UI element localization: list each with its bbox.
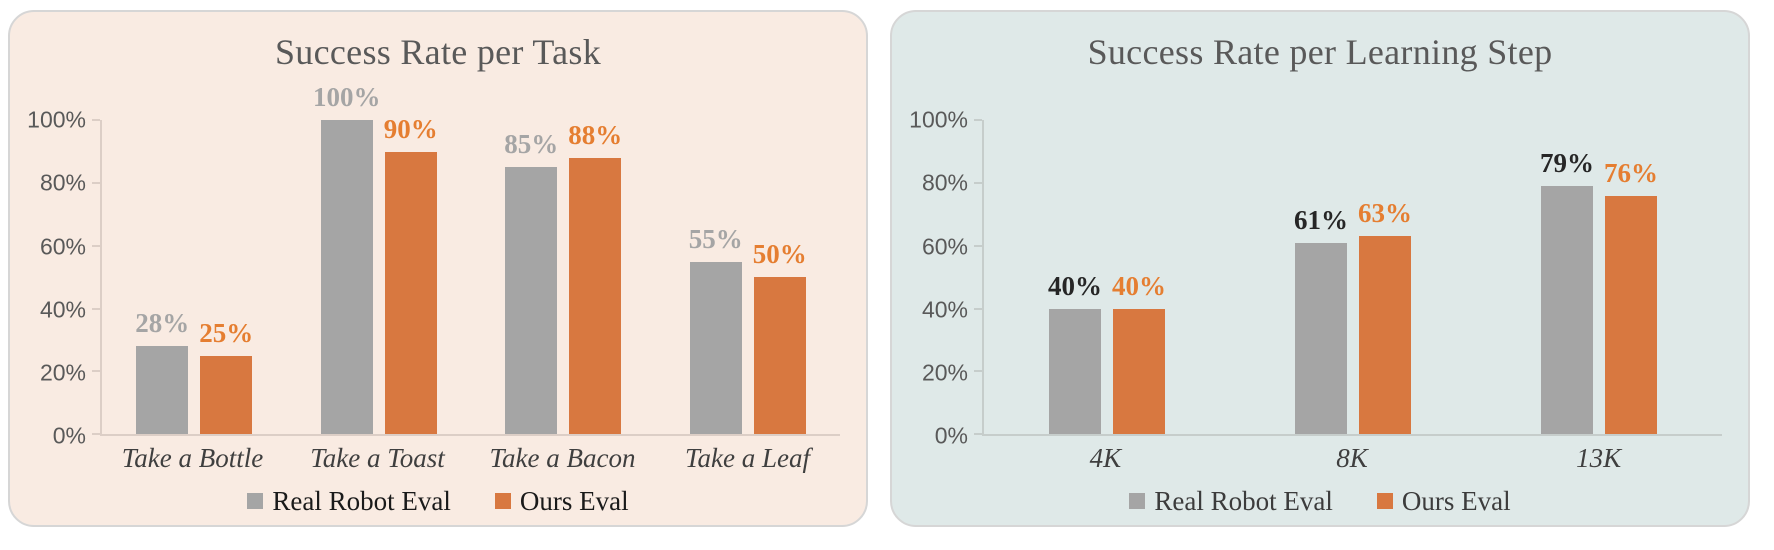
y-axis-tick-mark bbox=[92, 370, 100, 373]
x-axis-category-label: 13K bbox=[1576, 443, 1622, 474]
y-axis-tick-mark bbox=[974, 182, 982, 184]
bar-real-robot-eval-13k: 79% bbox=[1540, 150, 1594, 435]
bar-ours-eval-take-a-leaf: 50% bbox=[753, 241, 807, 435]
legend-item-real-robot-eval: Real Robot Eval bbox=[1129, 485, 1333, 516]
bar-value-label: 55% bbox=[688, 223, 743, 254]
bar-value-label: 90% bbox=[383, 113, 438, 144]
bar-value-label: 79% bbox=[1540, 148, 1594, 179]
y-axis-tick-mark bbox=[974, 370, 982, 373]
legend-swatch-ours-eval bbox=[1376, 493, 1393, 510]
y-axis-tick-label: 60% bbox=[39, 233, 86, 260]
bar-value-label: 61% bbox=[1294, 204, 1348, 235]
legend-item-ours-eval: Ours Eval bbox=[494, 485, 629, 516]
bar-value-label: 76% bbox=[1604, 157, 1658, 188]
y-axis: 0% 20% 40% 60% 80% 100% bbox=[909, 108, 982, 447]
bar-value-label: 40% bbox=[1112, 270, 1166, 301]
y-axis-tick-label: 40% bbox=[39, 296, 86, 323]
legend-label: Ours Eval bbox=[519, 485, 629, 516]
bar-ours-eval-take-a-bottle: 25% bbox=[199, 319, 253, 435]
legend-label: Real Robot Eval bbox=[272, 485, 451, 516]
bar-value-label: 100% bbox=[313, 82, 381, 113]
plot-region: 0% 20% 40% 60% 80% 100% 28% 25% 100% 90% 85% 88% 55%… bbox=[27, 84, 841, 447]
y-axis-tick-label: 0% bbox=[52, 422, 86, 449]
legend-swatch-ours-eval bbox=[494, 493, 511, 510]
legend-item-real-robot-eval: Real Robot Eval bbox=[247, 485, 451, 516]
y-axis-tick-mark bbox=[974, 433, 982, 436]
bar-real-robot-eval-8k: 61% bbox=[1294, 206, 1348, 435]
y-axis-tick-label: 80% bbox=[39, 169, 86, 196]
bar-group-take-a-bacon: 85% 88% bbox=[471, 120, 656, 435]
chart-title: Success Rate per Learning Step bbox=[1087, 32, 1553, 72]
y-axis-tick-label: 60% bbox=[921, 233, 968, 260]
legend: Real Robot Eval Ours Eval bbox=[918, 485, 1722, 516]
x-axis-category-label: 8K bbox=[1336, 443, 1368, 474]
y-axis: 0% 20% 40% 60% 80% 100% bbox=[27, 108, 100, 447]
legend-swatch-real-robot-eval bbox=[247, 493, 264, 510]
y-axis-tick-label: 40% bbox=[921, 296, 968, 323]
y-axis-tick-label: 100% bbox=[27, 106, 86, 133]
chart-panel-success-rate-per-learning-step: Success Rate per Learning Step 0% 20% 40% 60… bbox=[890, 10, 1750, 527]
figure-two-bar-charts: Success Rate per Task 0% 20% 40% 60% 80% 100% 2… bbox=[8, 10, 1750, 527]
bar-value-label: 25% bbox=[199, 317, 254, 348]
bar-value-label: 50% bbox=[752, 239, 807, 270]
bar-real-robot-eval-4k: 40% bbox=[1048, 272, 1102, 435]
bar-ours-eval-13k: 76% bbox=[1604, 159, 1658, 435]
y-axis-tick-mark bbox=[92, 307, 100, 310]
legend: Real Robot Eval Ours Eval bbox=[36, 485, 840, 516]
bar-value-label: 63% bbox=[1358, 198, 1412, 229]
y-axis-tick-label: 100% bbox=[909, 106, 968, 133]
plot-region: 0% 20% 40% 60% 80% 100% 40% 40% 61% 63% 79% 76% bbox=[909, 108, 1722, 447]
chart-title: Success Rate per Task bbox=[274, 32, 602, 72]
bar-real-robot-eval-take-a-leaf: 55% bbox=[689, 225, 743, 435]
bar-group-take-a-bottle: 28% 25% bbox=[102, 120, 287, 435]
x-axis: 4K 8K 13K bbox=[982, 443, 1722, 474]
plot-area: 40% 40% 61% 63% 79% 76% bbox=[974, 119, 1722, 437]
x-axis-category-label: 4K bbox=[1089, 443, 1122, 474]
x-axis-category-label: Take a Toast bbox=[310, 443, 445, 474]
y-axis-tick-mark bbox=[974, 119, 982, 122]
bar-group-4k: 40% 40% bbox=[984, 120, 1230, 435]
bar-ours-eval-8k: 63% bbox=[1358, 200, 1412, 435]
x-axis-category-label: Take a Bacon bbox=[489, 443, 636, 474]
bar-group-take-a-leaf: 55% 50% bbox=[656, 120, 841, 435]
x-axis-category-label: Take a Leaf bbox=[684, 443, 810, 474]
y-axis-tick-label: 20% bbox=[39, 359, 86, 386]
y-axis-tick-mark bbox=[92, 182, 100, 184]
bar-ours-eval-take-a-toast: 90% bbox=[384, 115, 438, 435]
legend-label: Real Robot Eval bbox=[1154, 485, 1333, 516]
y-axis-tick-label: 0% bbox=[934, 422, 968, 449]
bar-value-label: 28% bbox=[135, 308, 190, 339]
bar-ours-eval-take-a-bacon: 88% bbox=[568, 121, 622, 435]
bar-group-take-a-toast: 100% 90% bbox=[287, 84, 472, 435]
bar-group-8k: 61% 63% bbox=[1230, 120, 1476, 435]
bar-value-label: 40% bbox=[1048, 270, 1102, 301]
bar-real-robot-eval-take-a-toast: 100% bbox=[313, 84, 381, 435]
bar-real-robot-eval-take-a-bacon: 85% bbox=[504, 131, 558, 435]
legend-swatch-real-robot-eval bbox=[1129, 493, 1146, 510]
y-axis-tick-mark bbox=[974, 244, 982, 247]
y-axis-tick-mark bbox=[92, 119, 100, 122]
y-axis-tick-label: 80% bbox=[921, 169, 968, 196]
legend-item-ours-eval: Ours Eval bbox=[1376, 485, 1511, 516]
bar-group-13k: 79% 76% bbox=[1476, 120, 1722, 435]
y-axis-tick-mark bbox=[974, 307, 982, 310]
y-axis-tick-mark bbox=[92, 433, 100, 436]
legend-label: Ours Eval bbox=[1401, 485, 1511, 516]
x-axis: Take a Bottle Take a Toast Take a Bacon Tak… bbox=[100, 443, 840, 474]
x-axis-category-label: Take a Bottle bbox=[121, 443, 264, 474]
chart-panel-success-rate-per-task: Success Rate per Task 0% 20% 40% 60% 80% 100% 2… bbox=[8, 10, 868, 527]
bar-value-label: 85% bbox=[504, 129, 559, 160]
bar-value-label: 88% bbox=[568, 119, 623, 150]
bar-real-robot-eval-take-a-bottle: 28% bbox=[135, 310, 189, 435]
y-axis-tick-label: 20% bbox=[921, 359, 968, 386]
plot-area: 28% 25% 100% 90% 85% 88% 55% 50% bbox=[92, 84, 841, 437]
bar-ours-eval-4k: 40% bbox=[1112, 272, 1166, 435]
y-axis-tick-mark bbox=[92, 244, 100, 247]
